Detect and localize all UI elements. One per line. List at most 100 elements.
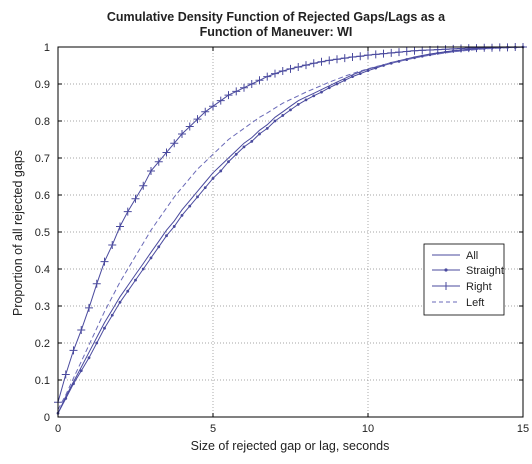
data-point-straight [312,94,316,98]
data-point-right [147,166,155,175]
data-point-straight [351,75,354,78]
data-point-right [131,194,140,203]
data-point-straight [79,369,83,373]
data-point-right [387,48,396,57]
data-point-straight [103,326,106,330]
data-point-straight [126,289,130,293]
data-point-right [278,67,287,76]
data-point-right [209,102,217,111]
data-point-right [480,43,489,52]
data-point-straight [134,278,137,282]
data-point-right [488,43,496,52]
legend-label-left: Left [466,297,484,309]
data-point-right [410,46,419,55]
data-point-straight [250,139,254,143]
data-point-right [100,257,109,266]
data-point-right [302,61,310,70]
data-point-right [348,52,357,61]
x-tick-label: 5 [210,423,216,435]
data-point-right [61,370,70,379]
data-point-straight [413,56,416,60]
data-point-right [232,87,241,96]
data-point-right [69,346,78,355]
data-point-right [449,44,458,53]
data-point-right [116,222,124,231]
data-point-right [418,46,427,55]
chart-title-line-1: Cumulative Density Function of Rejected … [107,10,446,24]
x-tick-label: 0 [55,423,61,435]
data-point-right [364,51,372,60]
data-point-straight [281,114,285,117]
y-tick-label: 0.2 [35,338,50,350]
data-point-straight [227,160,230,164]
data-point-straight [320,90,323,94]
data-point-right [92,279,101,288]
data-point-right [240,83,248,92]
legend-label-right: Right [466,281,492,293]
data-point-straight [118,300,122,304]
data-point-straight [149,256,153,260]
data-point-straight [157,245,161,249]
data-point-right [286,64,295,73]
x-axis-label: Size of rejected gap or lag, seconds [191,439,390,453]
data-point-straight [327,86,331,90]
data-point-right [379,49,388,58]
y-tick-label: 0.8 [35,116,50,128]
data-point-straight [141,267,145,271]
data-point-right [356,52,365,61]
data-point-right [457,44,465,53]
y-tick-label: 0.6 [35,190,50,202]
data-point-right [123,207,132,216]
data-point-right [193,115,202,124]
legend-box [423,243,505,316]
series-right [54,43,527,407]
data-point-straight [211,176,215,180]
legend-label-straight: Straight [466,265,504,277]
data-point-right [333,55,341,64]
data-point-straight [172,225,176,228]
series-left [57,46,524,410]
y-tick-label: 0.1 [35,375,50,387]
data-point-right [472,44,481,53]
y-tick-label: 0.5 [35,227,50,239]
data-point-right [139,181,148,190]
data-point-right [395,48,403,57]
y-tick-label: 0.7 [35,153,50,165]
data-point-straight [366,69,370,73]
axis-ticks: 0 5 10 15 0 0.1 0.2 0.3 0.4 0.5 0.6 0.7 0.8 0.9 1 [35,42,529,435]
data-point-straight [196,195,199,199]
data-point-straight [304,98,308,102]
data-point-right [247,80,256,88]
data-point-right [224,91,233,100]
data-point-straight [374,66,378,70]
data-point-straight [110,313,114,317]
data-point-right [340,54,349,63]
data-point-right [271,69,279,78]
series-line-left [57,46,524,410]
x-tick-label: 15 [517,423,529,435]
y-tick-label: 1 [44,42,50,54]
data-point-right [77,326,86,335]
data-point-right [85,303,93,312]
data-point-right [402,47,411,56]
data-point-straight [405,58,409,61]
legend-marker-right [442,282,450,290]
data-point-straight [180,213,184,217]
legend: All Straight Right Left [423,243,505,316]
data-point-straight [258,132,261,136]
data-point-straight [87,356,91,360]
data-point-right [108,240,117,249]
y-tick-label: 0.3 [35,301,50,313]
data-point-straight [335,82,339,86]
data-point-straight [420,54,424,58]
y-tick-label: 0 [44,412,50,424]
data-point-right [154,157,163,166]
data-point-right [178,129,186,138]
data-point-straight [64,397,68,400]
data-point-right [201,107,210,116]
data-point-straight [234,152,238,156]
data-point-straight [165,234,168,238]
